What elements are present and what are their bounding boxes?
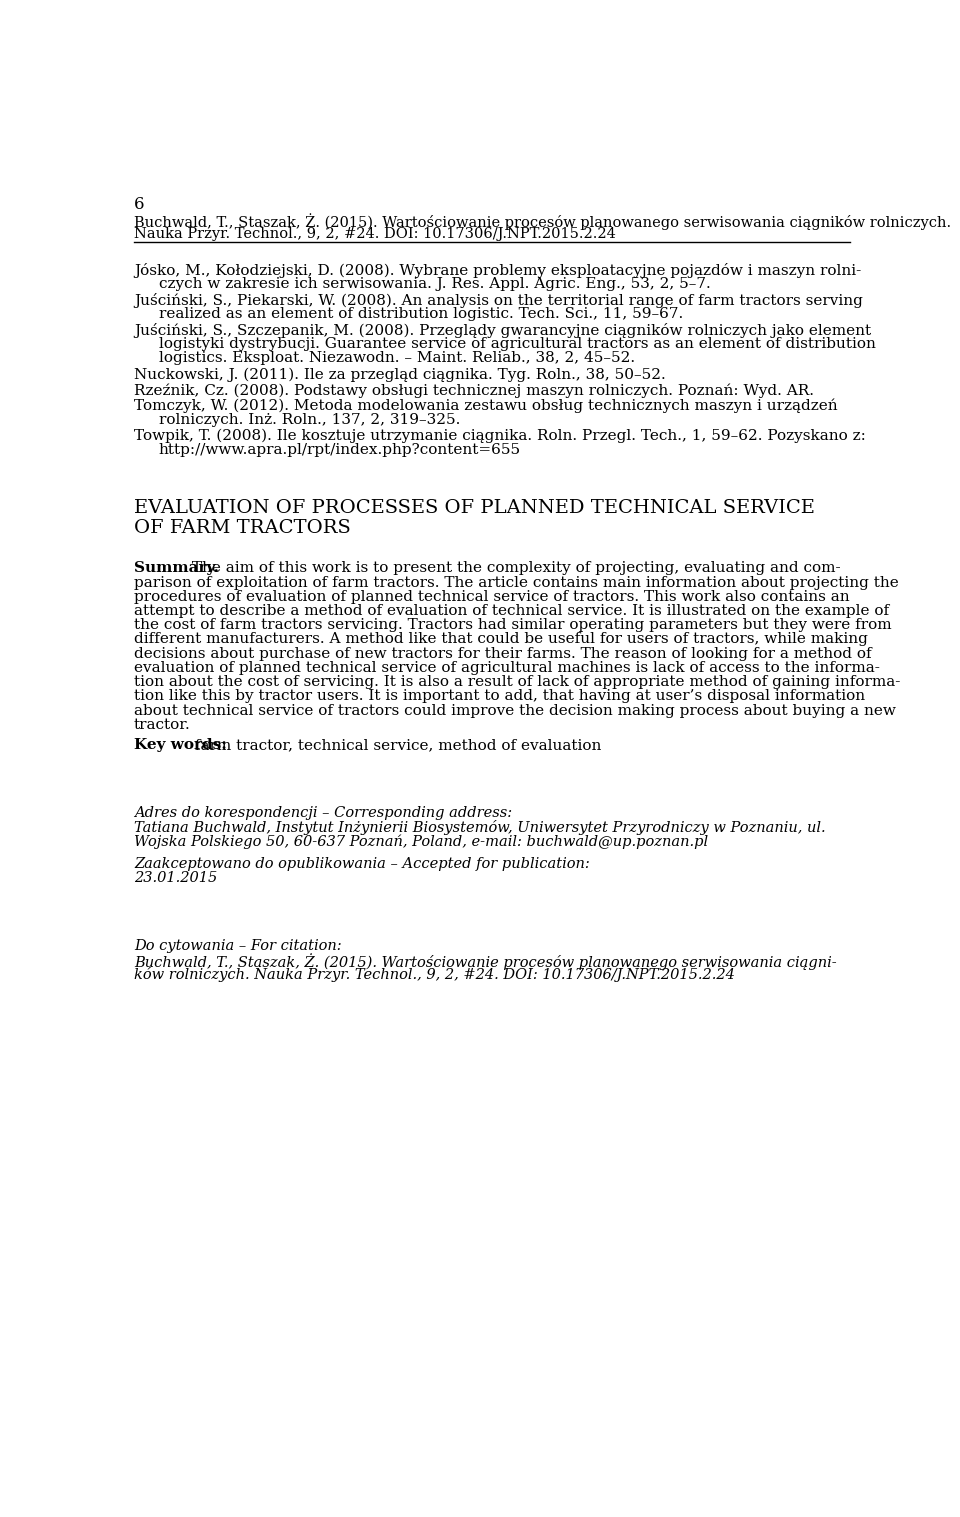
Text: procedures of evaluation of planned technical service of tractors. This work als: procedures of evaluation of planned tech…	[134, 590, 850, 604]
Text: decisions about purchase of new tractors for their farms. The reason of looking : decisions about purchase of new tractors…	[134, 646, 872, 661]
Text: Buchwald, T., Staszak, Ż. (2015). Wartościowanie procesów planowanego serwisowan: Buchwald, T., Staszak, Ż. (2015). Wartoś…	[134, 953, 837, 969]
Text: logistics. Eksploat. Niezawodn. – Maint. Reliab., 38, 2, 45–52.: logistics. Eksploat. Niezawodn. – Maint.…	[158, 352, 635, 366]
Text: http://www.apra.pl/rpt/index.php?content=655: http://www.apra.pl/rpt/index.php?content…	[158, 443, 521, 457]
Text: parison of exploitation of farm tractors. The article contains main information : parison of exploitation of farm tractors…	[134, 575, 899, 590]
Text: Zaakceptowano do opublikowania – Accepted for publication:: Zaakceptowano do opublikowania – Accepte…	[134, 857, 589, 871]
Text: EVALUATION OF PROCESSES OF PLANNED TECHNICAL SERVICE: EVALUATION OF PROCESSES OF PLANNED TECHN…	[134, 499, 815, 517]
Text: tion about the cost of servicing. It is also a result of lack of appropriate met: tion about the cost of servicing. It is …	[134, 675, 900, 689]
Text: Buchwald, T., Staszak, Ż. (2015). Wartościowanie procesów planowanego serwisowan: Buchwald, T., Staszak, Ż. (2015). Wartoś…	[134, 212, 951, 229]
Text: attempt to describe a method of evaluation of technical service. It is illustrat: attempt to describe a method of evaluati…	[134, 604, 889, 617]
Text: realized as an element of distribution logistic. Tech. Sci., 11, 59–67.: realized as an element of distribution l…	[158, 306, 683, 322]
Text: different manufacturers. A method like that could be useful for users of tractor: different manufacturers. A method like t…	[134, 633, 868, 646]
Text: Juściński, S., Szczepanik, M. (2008). Przeglądy gwarancyjne ciągników rolniczych: Juściński, S., Szczepanik, M. (2008). Pr…	[134, 323, 871, 338]
Text: about technical service of tractors could improve the decision making process ab: about technical service of tractors coul…	[134, 704, 896, 718]
Text: Tomczyk, W. (2012). Metoda modelowania zestawu obsług technicznych maszyn i urzą: Tomczyk, W. (2012). Metoda modelowania z…	[134, 399, 837, 413]
Text: logistyki dystrybucji. Guarantee service of agricultural tractors as an element : logistyki dystrybucji. Guarantee service…	[158, 337, 876, 352]
Text: Wojska Polskiego 50, 60-637 Poznań, Poland, e-mail: buchwald@up.poznan.pl: Wojska Polskiego 50, 60-637 Poznań, Pola…	[134, 834, 708, 850]
Text: rolniczych. Inż. Roln., 137, 2, 319–325.: rolniczych. Inż. Roln., 137, 2, 319–325.	[158, 413, 460, 428]
Text: Juściński, S., Piekarski, W. (2008). An analysis on the territorial range of far: Juściński, S., Piekarski, W. (2008). An …	[134, 293, 863, 308]
Text: czych w zakresie ich serwisowania. J. Res. Appl. Agric. Eng., 53, 2, 5–7.: czych w zakresie ich serwisowania. J. Re…	[158, 278, 710, 291]
Text: Nuckowski, J. (2011). Ile za przegląd ciągnika. Tyg. Roln., 38, 50–52.: Nuckowski, J. (2011). Ile za przegląd ci…	[134, 367, 665, 382]
Text: ków rolniczych. Nauka Przyr. Technol., 9, 2, #24. DOI: 10.17306/J.NPT.2015.2.24: ków rolniczych. Nauka Przyr. Technol., 9…	[134, 966, 734, 981]
Text: Towpik, T. (2008). Ile kosztuje utrzymanie ciągnika. Roln. Przegl. Tech., 1, 59–: Towpik, T. (2008). Ile kosztuje utrzyman…	[134, 429, 866, 443]
Text: Rzeźnik, Cz. (2008). Podstawy obsługi technicznej maszyn rolniczych. Poznań: Wyd: Rzeźnik, Cz. (2008). Podstawy obsługi te…	[134, 382, 814, 397]
Text: Nauka Przyr. Technol., 9, 2, #24. DOI: 10.17306/J.NPT.2015.2.24: Nauka Przyr. Technol., 9, 2, #24. DOI: 1…	[134, 226, 615, 241]
Text: Adres do korespondencji – Corresponding address:: Adres do korespondencji – Corresponding …	[134, 806, 512, 821]
Text: Key words:: Key words:	[134, 739, 227, 752]
Text: Do cytowania – For citation:: Do cytowania – For citation:	[134, 939, 342, 953]
Text: 6: 6	[134, 196, 144, 212]
Text: tion like this by tractor users. It is important to add, that having at user’s d: tion like this by tractor users. It is i…	[134, 689, 865, 704]
Text: the cost of farm tractors servicing. Tractors had similar operating parameters b: the cost of farm tractors servicing. Tra…	[134, 619, 892, 633]
Text: Summary.: Summary.	[134, 561, 219, 575]
Text: farm tractor, technical service, method of evaluation: farm tractor, technical service, method …	[190, 739, 601, 752]
Text: tractor.: tractor.	[134, 718, 191, 733]
Text: The aim of this work is to present the complexity of projecting, evaluating and : The aim of this work is to present the c…	[186, 561, 840, 575]
Text: evaluation of planned technical service of agricultural machines is lack of acce: evaluation of planned technical service …	[134, 661, 879, 675]
Text: OF FARM TRACTORS: OF FARM TRACTORS	[134, 519, 350, 537]
Text: 23.01.2015: 23.01.2015	[134, 871, 217, 884]
Text: Tatiana Buchwald, Instytut Inżynierii Biosystemów, Uniwersytet Przyrodniczy w Po: Tatiana Buchwald, Instytut Inżynierii Bi…	[134, 821, 826, 836]
Text: Jósko, M., Kołodziejski, D. (2008). Wybrane problemy eksploatacyjne pojazdów i m: Jósko, M., Kołodziejski, D. (2008). Wybr…	[134, 262, 861, 278]
